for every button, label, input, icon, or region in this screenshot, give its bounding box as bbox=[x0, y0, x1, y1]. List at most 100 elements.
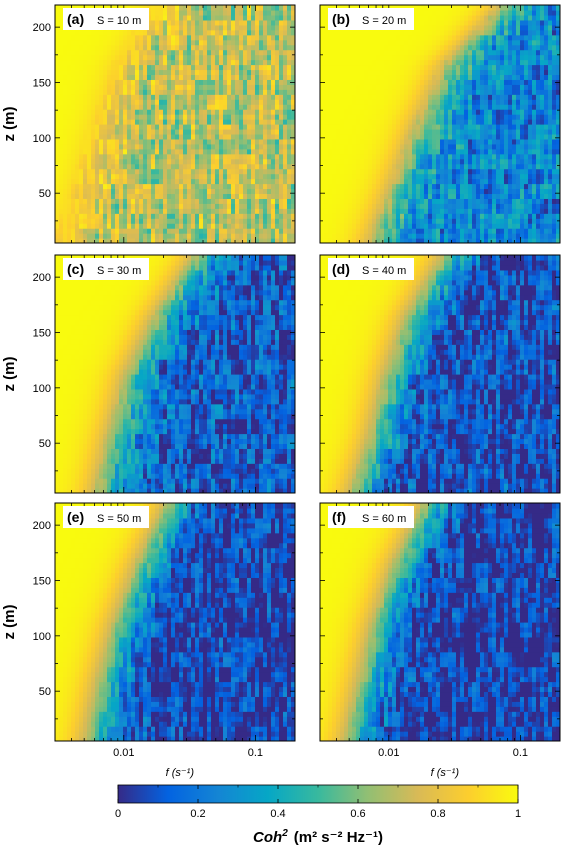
heatmap-cell bbox=[440, 188, 445, 195]
heatmap-cell bbox=[183, 9, 188, 16]
heatmap-cell bbox=[396, 228, 401, 234]
heatmap-cell bbox=[151, 148, 156, 155]
heatmap-cell bbox=[456, 148, 461, 155]
heatmap-cell bbox=[243, 54, 248, 61]
heatmap-cell bbox=[139, 153, 144, 160]
heatmap-cell bbox=[287, 218, 292, 224]
heatmap-cell bbox=[320, 158, 325, 165]
heatmap-cell bbox=[175, 99, 180, 105]
heatmap-cell bbox=[211, 173, 216, 180]
heatmap-cell bbox=[259, 89, 264, 95]
heatmap-cell bbox=[404, 238, 409, 243]
heatmap-cell bbox=[163, 193, 168, 199]
heatmap-cell bbox=[151, 34, 156, 41]
heatmap-cell bbox=[368, 188, 373, 195]
heatmap-cell bbox=[251, 84, 256, 90]
heatmap-cell bbox=[71, 218, 76, 224]
heatmap-cell bbox=[424, 163, 429, 170]
heatmap-cell bbox=[376, 128, 381, 135]
heatmap-cell bbox=[400, 143, 405, 150]
heatmap-cell bbox=[404, 223, 409, 229]
heatmap-cell bbox=[123, 218, 128, 224]
heatmap-cell bbox=[175, 14, 180, 21]
heatmap-cell bbox=[147, 173, 152, 180]
heatmap-cell bbox=[259, 59, 264, 66]
heatmap-cell bbox=[67, 138, 72, 145]
heatmap-cell bbox=[440, 138, 445, 145]
heatmap-cell bbox=[95, 138, 100, 145]
heatmap-cell bbox=[324, 99, 329, 105]
heatmap-cell bbox=[135, 44, 140, 51]
heatmap-cell bbox=[444, 208, 449, 214]
heatmap-cell bbox=[488, 188, 493, 195]
heatmap-cell bbox=[336, 158, 341, 165]
heatmap-cell bbox=[131, 64, 136, 71]
heatmap-cell bbox=[99, 128, 104, 135]
heatmap-cell bbox=[187, 19, 192, 26]
heatmap-cell bbox=[348, 114, 353, 120]
heatmap-cell bbox=[183, 14, 188, 21]
heatmap-cell bbox=[55, 233, 60, 239]
heatmap-cell bbox=[444, 218, 449, 224]
heatmap-cell bbox=[55, 69, 60, 76]
heatmap-cell bbox=[211, 69, 216, 76]
heatmap-cell bbox=[179, 183, 184, 190]
heatmap-cell bbox=[207, 223, 212, 229]
heatmap-cell bbox=[67, 29, 72, 36]
heatmap-cell bbox=[203, 84, 208, 90]
heatmap-cell bbox=[103, 188, 108, 195]
heatmap-cell bbox=[119, 198, 124, 204]
heatmap-cell bbox=[328, 119, 333, 125]
heatmap-cell bbox=[99, 5, 104, 11]
heatmap-cell bbox=[436, 138, 441, 145]
heatmap-cell bbox=[360, 79, 365, 85]
heatmap-cell bbox=[328, 168, 333, 175]
heatmap-cell bbox=[147, 64, 152, 71]
heatmap-cell bbox=[480, 34, 485, 41]
heatmap-cell bbox=[203, 173, 208, 180]
heatmap-cell bbox=[291, 168, 295, 175]
heatmap-cell bbox=[328, 198, 333, 204]
heatmap-cell bbox=[424, 19, 429, 26]
heatmap-cell bbox=[151, 69, 156, 76]
heatmap-cell bbox=[259, 223, 264, 229]
separation-label: S = 10 m bbox=[97, 15, 141, 27]
heatmap-cell bbox=[135, 138, 140, 145]
heatmap-cell bbox=[131, 69, 136, 76]
heatmap-cell bbox=[259, 203, 264, 209]
heatmap-cell bbox=[55, 223, 60, 229]
heatmap-cell bbox=[211, 213, 216, 219]
heatmap-cell bbox=[412, 64, 417, 71]
heatmap-cell bbox=[111, 94, 116, 100]
heatmap-cell bbox=[235, 89, 240, 95]
heatmap-cell bbox=[456, 208, 461, 214]
heatmap-cell bbox=[79, 228, 84, 234]
heatmap-cell bbox=[356, 203, 361, 209]
heatmap-cell bbox=[155, 5, 160, 11]
heatmap-cell bbox=[143, 69, 148, 76]
heatmap-cell bbox=[219, 104, 224, 110]
heatmap-cell bbox=[460, 143, 465, 150]
heatmap-cell bbox=[340, 99, 345, 105]
heatmap-cell bbox=[207, 213, 212, 219]
heatmap-cell bbox=[211, 14, 216, 21]
heatmap-cell bbox=[55, 54, 60, 61]
heatmap-cell bbox=[219, 138, 224, 145]
heatmap-cell bbox=[287, 233, 292, 239]
heatmap-cell bbox=[460, 208, 465, 214]
heatmap-cell bbox=[420, 124, 425, 130]
heatmap-cell bbox=[251, 183, 256, 190]
heatmap-cell bbox=[175, 148, 180, 155]
heatmap-cell bbox=[420, 228, 425, 234]
heatmap-cell bbox=[63, 54, 68, 61]
heatmap-cell bbox=[59, 193, 64, 199]
heatmap-cell bbox=[187, 79, 192, 85]
heatmap-cell bbox=[396, 148, 401, 155]
heatmap-cell bbox=[91, 79, 96, 85]
heatmap-cell bbox=[219, 203, 224, 209]
heatmap-cell bbox=[432, 54, 437, 61]
heatmap-cell bbox=[468, 109, 473, 115]
heatmap-cell bbox=[384, 84, 389, 90]
heatmap-cell bbox=[147, 158, 152, 165]
heatmap-cell bbox=[207, 188, 212, 195]
